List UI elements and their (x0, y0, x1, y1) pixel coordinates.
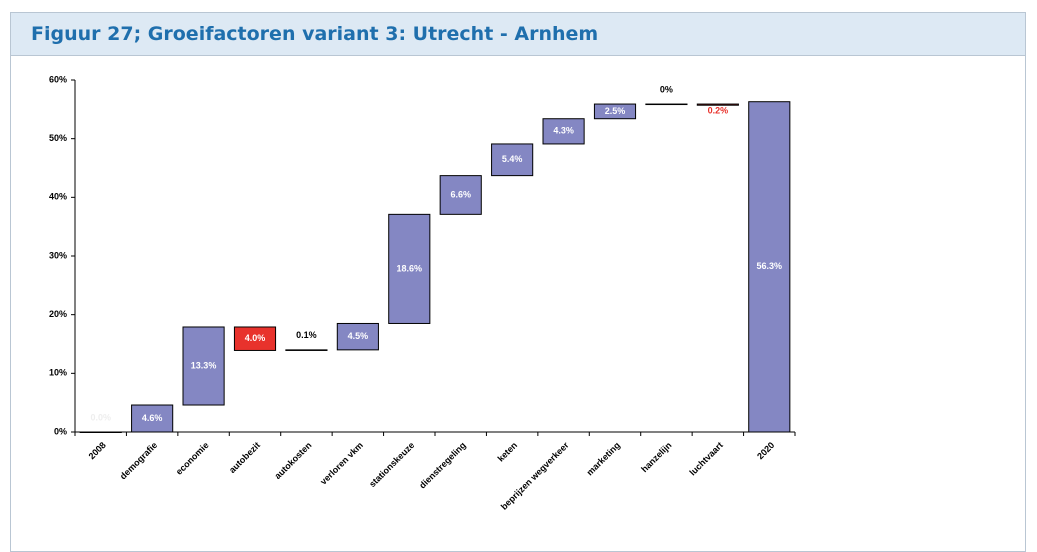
bar (233, 326, 277, 351)
bar (79, 431, 122, 433)
data-label: 18.6% (397, 263, 423, 273)
data-label: 4.3% (553, 126, 574, 136)
y-tick-label: 40% (49, 192, 67, 202)
x-tick-label: 2008 (87, 440, 108, 461)
x-tick-label: luchtvaart (687, 440, 724, 477)
data-label: 4.5% (348, 331, 369, 341)
x-tick-label: keten (496, 440, 520, 464)
bar (388, 213, 431, 324)
data-label: 0% (660, 84, 673, 94)
x-tick-label: stationskeuze (367, 440, 416, 489)
x-tick-label: demografie (118, 440, 159, 481)
bar (285, 349, 328, 351)
bar (182, 326, 225, 406)
data-label: 6.6% (450, 189, 471, 199)
x-tick-label: autokosten (272, 440, 313, 481)
x-tick-label: dienstregeling (417, 440, 468, 491)
x-tick-label: autobezit (227, 440, 262, 475)
data-label: 0.2% (708, 106, 729, 116)
bar (491, 143, 534, 177)
x-tick-label: economie (174, 440, 211, 477)
chart-title: Figuur 27; Groeifactoren variant 3: Utre… (31, 23, 599, 45)
data-label: 5.4% (502, 154, 523, 164)
data-label: 13.3% (191, 360, 217, 370)
y-tick-label: 30% (49, 250, 67, 260)
x-tick-label: marketing (585, 440, 622, 477)
x-tick-label: 2020 (755, 440, 776, 461)
figure-frame: Figuur 27; Groeifactoren variant 3: Utre… (10, 12, 1026, 552)
data-label: 56.3% (757, 261, 783, 271)
y-tick-label: 10% (49, 368, 67, 378)
data-label: 0.1% (296, 330, 317, 340)
chart: 0% 10% 20% 30% 40% 50% 60% 0.0% 2008 4.6% demograf… (49, 74, 796, 512)
bar (696, 103, 739, 106)
bar (748, 101, 791, 433)
x-tick-label: verloren vkm (318, 440, 365, 487)
y-tick-label: 50% (49, 133, 67, 143)
figure-header: Figuur 27; Groeifactoren variant 3: Utre… (11, 13, 1025, 56)
y-tick-label: 60% (49, 74, 67, 84)
bar (593, 103, 637, 120)
data-label: 0.0% (90, 412, 111, 422)
bar (336, 322, 379, 351)
y-tick-label: 0% (54, 426, 67, 436)
data-label: 4.0% (245, 333, 266, 343)
data-label: 2.5% (605, 106, 626, 116)
x-tick-label: hanzelijn (639, 440, 673, 474)
bar (542, 118, 585, 145)
data-label: 4.6% (142, 413, 163, 423)
bar (131, 404, 174, 433)
bar (439, 175, 482, 215)
bar (645, 103, 688, 106)
y-tick-label: 20% (49, 309, 67, 319)
